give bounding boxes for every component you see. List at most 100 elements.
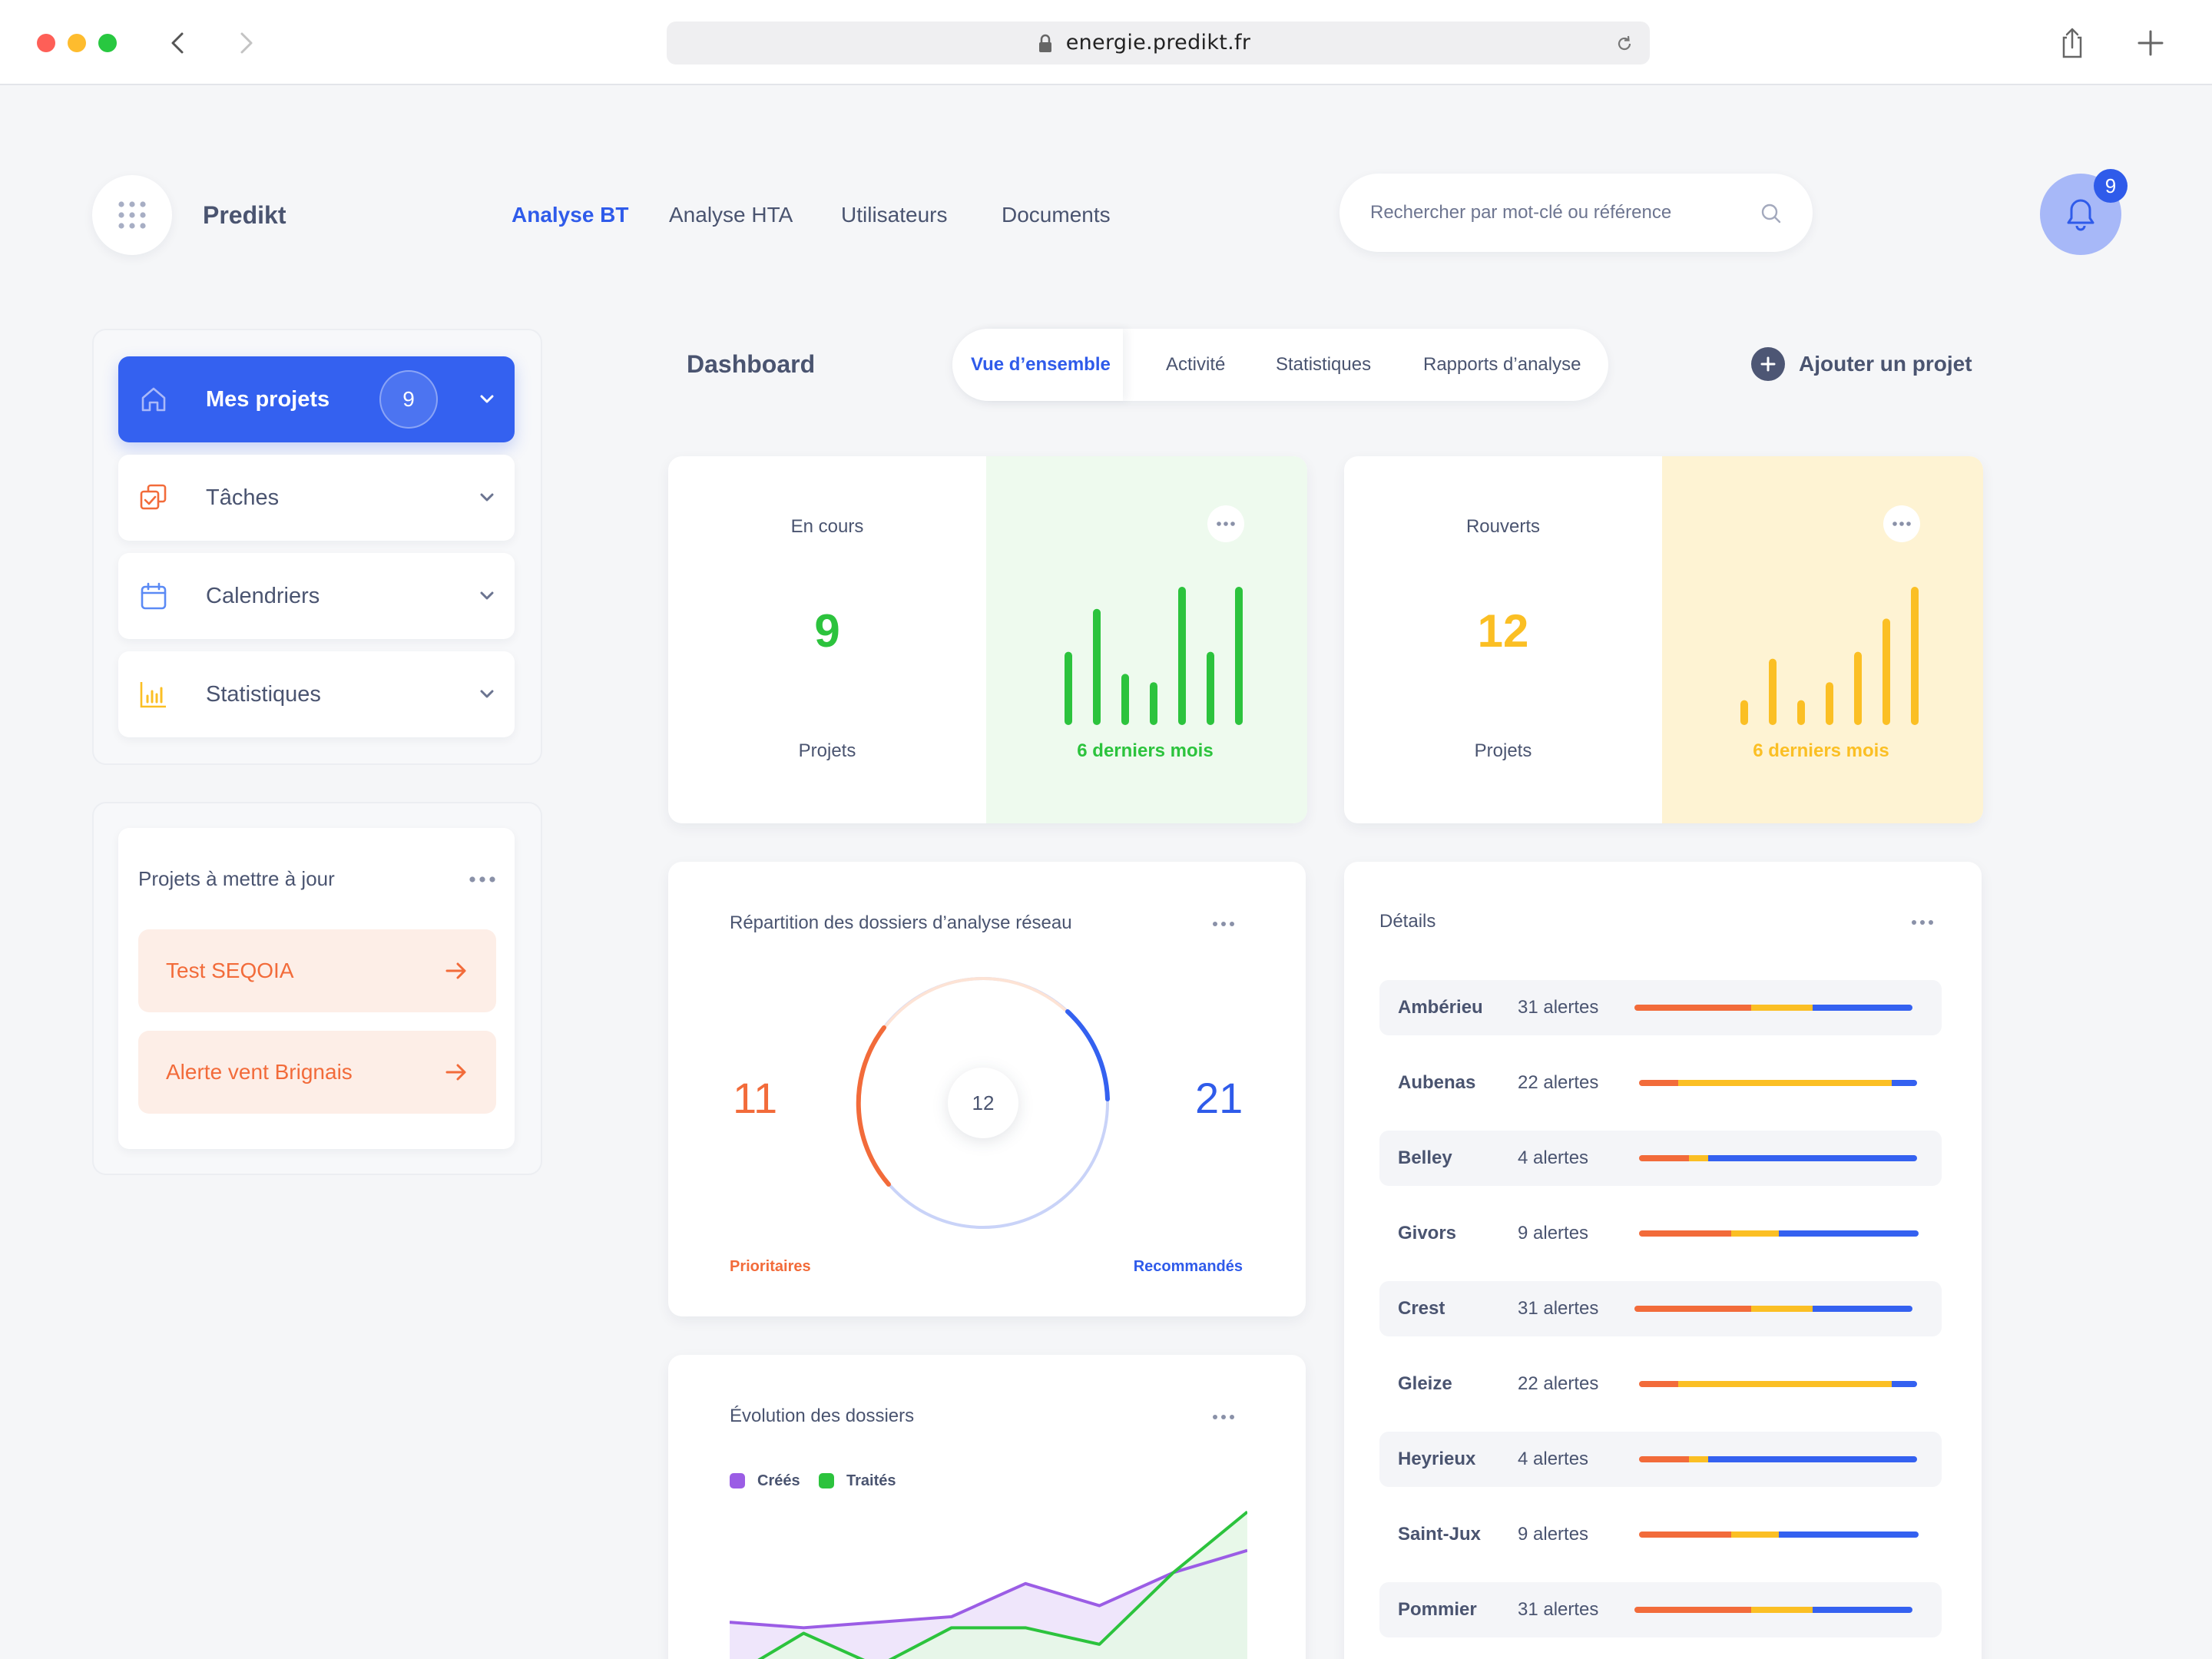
repartition-card: Répartition des dossiers d’analyse résea… (668, 862, 1306, 1316)
details-row[interactable]: Gleize 22 alertes (1379, 1356, 1942, 1412)
tab-activite[interactable]: Activité (1166, 354, 1226, 375)
update-item-alerte-vent[interactable]: Alerte vent Brignais (138, 1031, 496, 1114)
more-icon[interactable] (1212, 1413, 1235, 1421)
details-row[interactable]: Belley 4 alertes (1379, 1131, 1942, 1186)
dashboard-tabs: Vue d’ensemble Activité Statistiques Rap… (952, 329, 1608, 401)
chevron-down-icon (480, 493, 494, 502)
notification-count-badge: 9 (2094, 169, 2128, 203)
details-stacked-bar (1639, 1456, 1917, 1462)
sidebar-item-mes-projets[interactable]: Mes projets 9 (118, 356, 515, 442)
more-icon[interactable] (1212, 920, 1235, 928)
nav-analyse-hta[interactable]: Analyse HTA (669, 203, 793, 227)
details-alert-count: 31 alertes (1518, 1599, 1599, 1620)
plus-icon (1751, 347, 1785, 381)
maximize-window-button[interactable] (98, 34, 117, 52)
lock-icon (1039, 34, 1051, 52)
search-placeholder: Rechercher par mot-clé ou référence (1370, 202, 1672, 223)
details-stacked-bar (1634, 1306, 1912, 1312)
bar-segment (1634, 1005, 1752, 1011)
details-stacked-bar (1639, 1381, 1917, 1387)
minimize-window-button[interactable] (68, 34, 86, 52)
details-row[interactable]: Pommier 31 alertes (1379, 1582, 1942, 1637)
arrow-right-icon (445, 1064, 466, 1081)
details-row[interactable]: Aubenas 22 alertes (1379, 1055, 1942, 1111)
line-crees (730, 1548, 1247, 1630)
bar-segment (1751, 1607, 1813, 1613)
stat-value: 12 (1477, 605, 1529, 657)
sidebar-item-label: Mes projets (206, 387, 330, 412)
card-title: Répartition des dossiers d’analyse résea… (730, 912, 1072, 933)
bar-segment (1708, 1456, 1917, 1462)
mini-bar (1150, 682, 1157, 725)
details-alert-count: 22 alertes (1518, 1373, 1599, 1394)
card-title: Détails (1379, 911, 1436, 932)
nav-documents[interactable]: Documents (1002, 203, 1111, 227)
tab-statistiques[interactable]: Statistiques (1276, 354, 1372, 375)
back-icon[interactable] (163, 28, 194, 58)
tasks-icon (140, 484, 167, 510)
close-window-button[interactable] (37, 34, 55, 52)
details-alert-count: 31 alertes (1518, 1298, 1599, 1319)
details-stacked-bar (1639, 1230, 1919, 1237)
details-alert-count: 4 alertes (1518, 1449, 1589, 1469)
page-title: Dashboard (687, 350, 816, 378)
details-alert-count: 4 alertes (1518, 1147, 1589, 1168)
tab-vue-ensemble[interactable]: Vue d’ensemble (971, 354, 1111, 375)
sidebar-item-statistiques[interactable]: Statistiques (118, 651, 515, 737)
search-input[interactable]: Rechercher par mot-clé ou référence (1339, 174, 1813, 252)
stat-card-en-cours: En cours 9 Projets 6 derniers mois (668, 456, 1307, 823)
sidebar-item-calendriers[interactable]: Calendriers (118, 553, 515, 639)
details-city: Aubenas (1398, 1072, 1476, 1093)
search-icon[interactable] (1759, 201, 1783, 226)
details-row[interactable]: Crest 31 alertes (1379, 1281, 1942, 1336)
more-icon[interactable] (1911, 919, 1934, 926)
more-button[interactable] (1883, 505, 1920, 542)
mini-bar (1911, 587, 1919, 725)
forward-icon[interactable] (230, 28, 261, 58)
mini-bar (1178, 587, 1186, 725)
add-project-label: Ajouter un projet (1799, 352, 1972, 376)
stat-chart-area (986, 456, 1307, 823)
details-stacked-bar (1639, 1155, 1917, 1161)
sidebar-item-taches[interactable]: Tâches (118, 455, 515, 541)
mini-bar (1740, 700, 1748, 725)
legend-swatch-crees (730, 1473, 745, 1488)
legend-label-crees: Créés (757, 1472, 800, 1489)
mini-bar (1207, 651, 1214, 725)
bar-segment (1639, 1230, 1732, 1237)
update-item-test-seqoia[interactable]: Test SEQOIA (138, 929, 496, 1012)
line-traites (757, 1510, 1247, 1659)
app-menu-button[interactable] (92, 175, 172, 255)
bar-segment (1639, 1381, 1678, 1387)
bar-segment (1708, 1155, 1917, 1161)
tab-rapports[interactable]: Rapports d’analyse (1423, 354, 1581, 375)
details-alert-count: 22 alertes (1518, 1072, 1599, 1093)
nav-analyse-bt[interactable]: Analyse BT (512, 203, 629, 227)
reload-icon[interactable] (1614, 34, 1634, 54)
details-alert-count: 9 alertes (1518, 1524, 1589, 1545)
chevron-down-icon (480, 690, 494, 698)
details-row[interactable]: Givors 9 alertes (1379, 1206, 1942, 1261)
brand-name: Predikt (203, 201, 286, 229)
more-button[interactable] (1207, 505, 1244, 542)
details-stacked-bar (1639, 1532, 1919, 1538)
donut-center-value: 12 (972, 1091, 995, 1114)
details-row[interactable]: Ambérieu 31 alertes (1379, 980, 1942, 1035)
mini-bar (1854, 651, 1862, 725)
sidebar-item-label: Tâches (206, 485, 280, 510)
stat-label: Rouverts (1465, 516, 1541, 537)
stat-label: En cours (790, 516, 864, 537)
donut-chart (856, 977, 1110, 1229)
recommandes-value: 21 (1195, 1074, 1243, 1122)
new-tab-icon[interactable] (2135, 28, 2166, 58)
details-row[interactable]: Heyrieux 4 alertes (1379, 1432, 1942, 1487)
share-icon[interactable] (2057, 26, 2088, 60)
details-row[interactable]: Saint-Jux 9 alertes (1379, 1507, 1942, 1562)
mini-bar-chart (1065, 587, 1243, 725)
details-city: Saint-Jux (1398, 1524, 1482, 1545)
bar-segment (1892, 1080, 1917, 1086)
update-item-label: Alerte vent Brignais (166, 1060, 353, 1084)
nav-utilisateurs[interactable]: Utilisateurs (841, 203, 948, 227)
more-icon[interactable] (469, 876, 496, 883)
address-bar[interactable]: energie.predikt.fr (667, 22, 1650, 65)
